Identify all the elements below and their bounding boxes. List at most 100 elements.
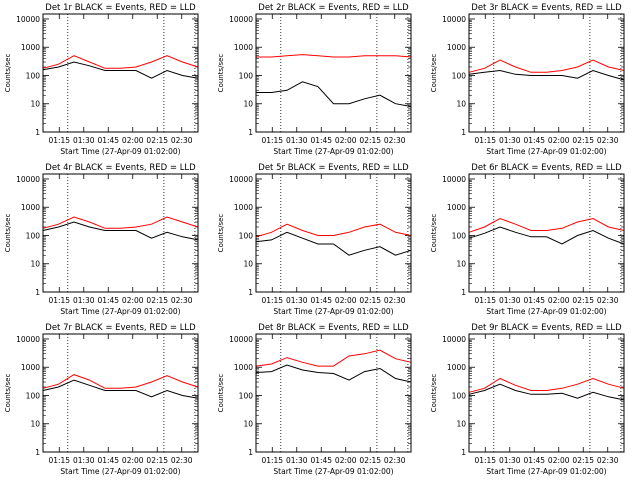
data-series-line [256,81,412,107]
panel-title: Det 8r BLACK = Events, RED = LLD [258,323,409,333]
data-series-line [42,55,199,69]
y-tick-label: 1 [248,288,253,297]
y-axis-label: Counts/sec [4,374,12,413]
y-tick-label: 10000 [442,175,466,184]
x-tick-label: 02:00 [122,136,144,145]
y-tick-label: 1 [35,448,40,457]
x-tick-label: 02:30 [171,136,193,145]
x-axis-label: Start Time (27-Apr-09 01:02:00) [273,307,393,316]
data-series-line [42,216,199,229]
x-tick-label: 01:45 [310,296,332,305]
x-tick-label: 02:00 [335,296,357,305]
data-series-line [42,374,199,389]
x-tick-label: 02:30 [171,296,193,305]
x-axis-label: Start Time (27-Apr-09 01:02:00) [60,467,180,476]
plot-frame [255,173,412,293]
y-tick-label: 1000 [21,203,40,212]
x-tick-label: 02:30 [597,456,619,465]
y-tick-label: 1 [35,288,40,297]
x-tick-label: 01:45 [97,136,119,145]
x-tick-label: 02:15 [359,136,381,145]
y-axis-label: Counts/sec [217,214,225,253]
panel-title: Det 5r BLACK = Events, RED = LLD [258,163,409,173]
x-axis-label: Start Time (27-Apr-09 01:02:00) [273,467,393,476]
y-tick-label: 1 [461,448,466,457]
x-tick-label: 01:30 [286,456,308,465]
y-axis-label: Counts/sec [4,54,12,93]
x-tick-label: 01:45 [310,136,332,145]
x-tick-label: 01:45 [97,456,119,465]
x-tick-label: 01:30 [499,456,521,465]
panel-title: Det 4r BLACK = Events, RED = LLD [45,163,196,173]
panel-title: Det 9r BLACK = Events, RED = LLD [471,323,622,333]
y-tick-label: 10000 [229,15,253,24]
y-tick-label: 1 [248,448,253,457]
x-tick-label: 02:00 [335,456,357,465]
data-series-line [468,226,625,245]
data-series-line [468,59,625,73]
x-tick-label: 01:30 [73,296,95,305]
x-tick-label: 01:45 [523,456,545,465]
plot-frame [255,13,412,133]
y-tick-label: 10000 [229,175,253,184]
x-tick-label: 01:45 [523,296,545,305]
x-tick-label: 02:15 [146,456,168,465]
x-tick-label: 01:15 [48,296,70,305]
x-axis-label: Start Time (27-Apr-09 01:02:00) [60,307,180,316]
data-series-line [255,364,412,383]
y-tick-label: 100 [26,231,41,240]
data-series-line [468,383,625,401]
x-tick-label: 01:30 [73,456,95,465]
y-tick-label: 100 [26,71,41,80]
y-tick-label: 1000 [447,363,466,372]
x-tick-label: 01:15 [261,456,283,465]
panel-title: Det 3r BLACK = Events, RED = LLD [471,3,622,13]
y-axis-label: Counts/sec [430,54,438,93]
y-tick-label: 100 [26,391,41,400]
x-tick-label: 02:00 [335,136,357,145]
x-tick-label: 01:15 [474,296,496,305]
y-tick-label: 100 [452,231,467,240]
x-tick-label: 02:30 [384,136,406,145]
y-axis-label: Counts/sec [4,214,12,253]
detector-panel: Det 7r BLACK = Events, RED = LLD Counts/s… [4,323,199,476]
detector-panel: Det 4r BLACK = Events, RED = LLD Counts/s… [4,163,199,316]
panel-title: Det 6r BLACK = Events, RED = LLD [471,163,622,173]
plot-frame [42,333,199,453]
x-tick-label: 02:15 [572,296,594,305]
y-tick-label: 1000 [234,43,253,52]
x-axis-label: Start Time (27-Apr-09 01:02:00) [486,467,606,476]
y-tick-label: 1 [248,128,253,137]
y-tick-label: 1 [461,128,466,137]
x-tick-label: 01:30 [499,136,521,145]
x-tick-label: 02:30 [384,456,406,465]
x-tick-label: 01:45 [97,296,119,305]
x-tick-label: 01:15 [261,136,283,145]
data-series-line [468,377,625,393]
x-tick-label: 02:00 [548,136,570,145]
data-series-line [42,221,199,241]
y-axis-label: Counts/sec [430,214,438,253]
x-tick-label: 01:15 [48,456,70,465]
y-tick-label: 1000 [21,43,40,52]
data-series-line [42,379,199,399]
x-tick-label: 02:00 [122,456,144,465]
x-tick-label: 02:30 [171,456,193,465]
data-series-line [468,69,625,81]
panel-title: Det 2r BLACK = Events, RED = LLD [258,3,409,13]
data-series-line [255,223,412,238]
y-tick-label: 1000 [447,43,466,52]
x-axis-label: Start Time (27-Apr-09 01:02:00) [486,307,606,316]
y-tick-label: 100 [452,71,467,80]
plot-frame [42,13,199,133]
detector-panel: Det 1r BLACK = Events, RED = LLD Counts/s… [4,3,199,156]
data-series-line [42,61,199,79]
y-tick-label: 100 [239,71,254,80]
y-tick-label: 10000 [442,15,466,24]
x-tick-label: 02:00 [548,296,570,305]
plot-frame [468,13,625,133]
plot-frame [255,333,412,453]
y-tick-label: 10 [243,100,253,109]
y-tick-label: 1000 [447,203,466,212]
x-tick-label: 02:15 [572,136,594,145]
